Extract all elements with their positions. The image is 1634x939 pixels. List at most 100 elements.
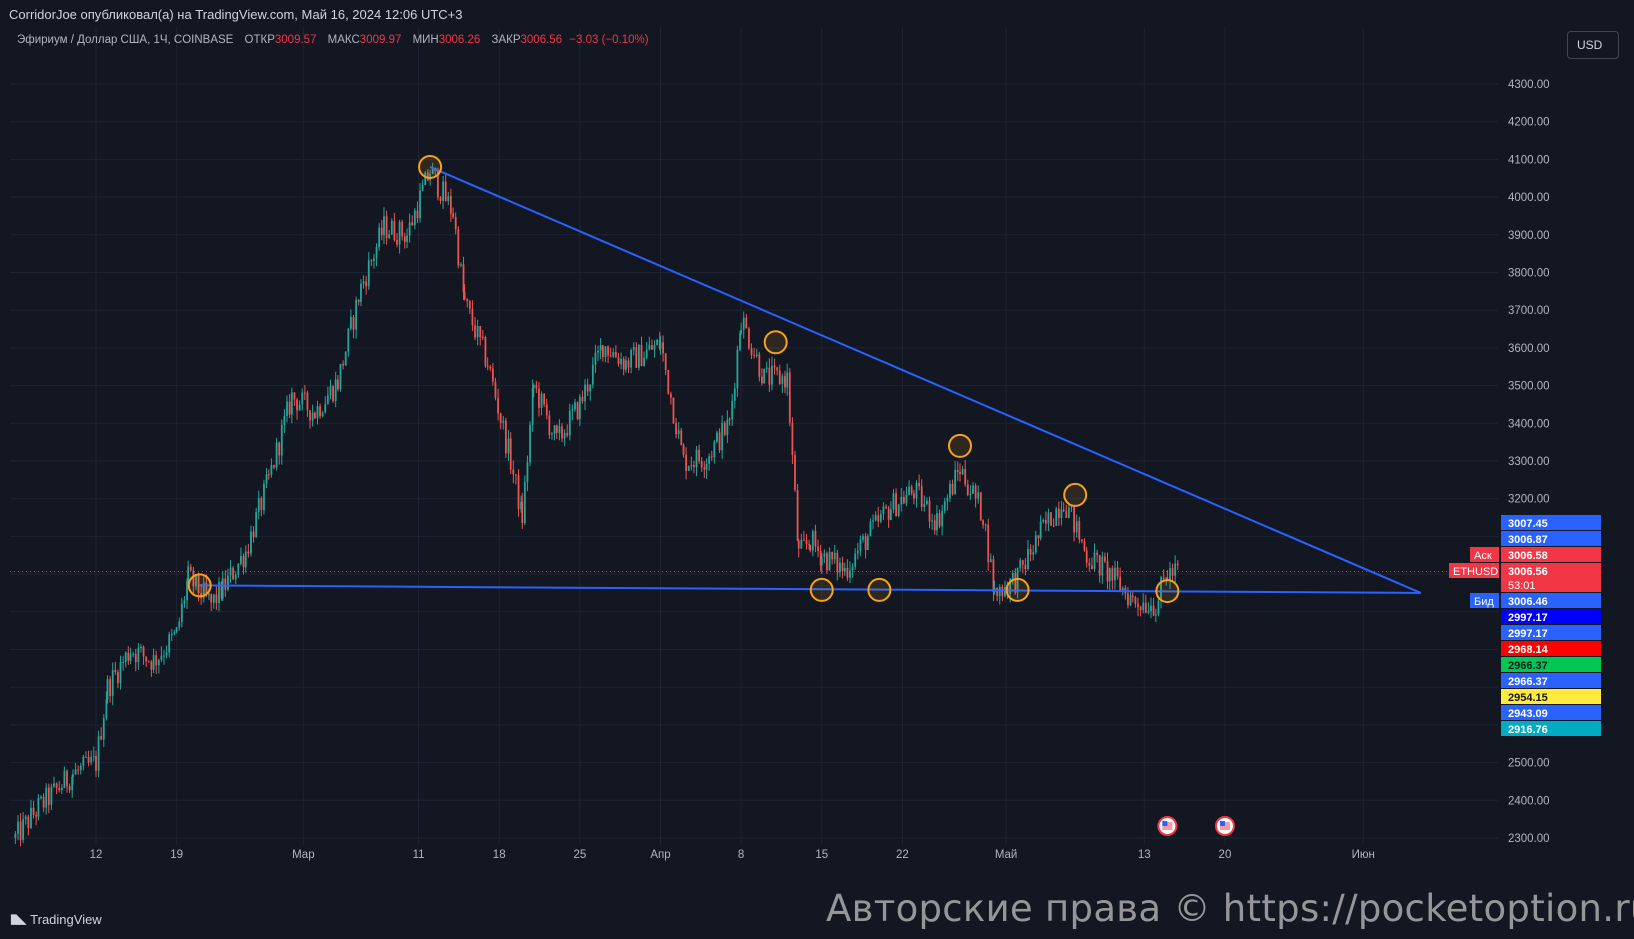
candle-body	[208, 594, 210, 596]
candle-body	[1088, 562, 1091, 566]
candle-body	[1021, 560, 1024, 565]
y-tick-label: 3200.00	[1508, 494, 1550, 506]
candle-body	[227, 575, 229, 590]
candle-body	[553, 425, 556, 434]
candle-body	[1004, 587, 1006, 597]
candle-body	[401, 221, 404, 237]
candle-body	[1176, 563, 1179, 566]
us-flag-icon[interactable]	[1157, 816, 1178, 836]
close-value: 3006.56	[520, 34, 563, 46]
time-axis[interactable]: 12 19 Мар 11 18 25 Апр 8 15 22 Май 13 20 Июн	[90, 849, 1375, 861]
candle-body	[1067, 507, 1070, 518]
candle-body	[160, 655, 163, 660]
price-badge-value: 2966.37	[1508, 676, 1548, 688]
candle-body	[923, 503, 926, 507]
candle-body	[753, 355, 756, 357]
candle-body	[1083, 541, 1086, 551]
candle-body	[55, 783, 58, 788]
candle-body	[786, 372, 789, 388]
candle-body	[776, 367, 779, 371]
change-value: −3.03 (−0.10%)	[569, 34, 649, 46]
candle-body	[90, 756, 93, 763]
candle-body	[864, 536, 867, 551]
candle-body	[951, 483, 954, 495]
candle-body	[1080, 539, 1083, 542]
price-badge-countdown: 53:01	[1508, 580, 1536, 592]
trendline-resistance[interactable]	[429, 166, 1422, 594]
candle-body	[974, 485, 977, 499]
candle-body	[705, 463, 708, 470]
candle-body	[1104, 556, 1106, 562]
price-badge-value: 3006.87	[1508, 534, 1548, 546]
candle-body	[50, 786, 53, 805]
candle-body	[37, 798, 40, 817]
price-badge-value: 2916.76	[1508, 724, 1548, 736]
candle-body	[370, 260, 373, 262]
candle-body	[523, 482, 526, 524]
candle-body	[250, 531, 252, 554]
candle-body	[877, 515, 880, 522]
candle-body	[85, 756, 87, 758]
tradingview-logo[interactable]: ▮◣ TradingView	[10, 911, 102, 927]
candle-body	[578, 396, 581, 420]
candle-body	[586, 384, 589, 392]
candle-body	[733, 388, 736, 401]
candle-body	[620, 359, 622, 365]
candle-body	[1114, 567, 1116, 581]
candle-body	[463, 292, 466, 300]
candle-body	[839, 562, 841, 573]
x-tick-label: 13	[1138, 849, 1151, 861]
candle-body	[520, 501, 523, 510]
events[interactable]	[1157, 816, 1235, 836]
candle-body	[87, 756, 90, 763]
candle-body	[224, 578, 227, 590]
candle-body	[468, 301, 471, 309]
candle-body	[1137, 603, 1139, 608]
us-flag-icon[interactable]	[1214, 816, 1235, 836]
candle-body	[406, 235, 408, 242]
candle-body	[183, 600, 186, 604]
candle-body	[265, 474, 268, 484]
price-axis[interactable]: 4300.00 4200.00 4100.00 4000.00 3900.00 3800.…	[1508, 79, 1550, 845]
candle-body	[60, 787, 63, 791]
candle-body	[954, 469, 957, 495]
candle-body	[442, 181, 444, 201]
candle-body	[659, 342, 662, 349]
candle-body	[1047, 512, 1050, 524]
candle-body	[961, 469, 964, 475]
candle-body	[24, 816, 27, 820]
price-badge-value: 2943.09	[1508, 708, 1548, 720]
candle-body	[30, 807, 32, 829]
candle-body	[72, 774, 74, 777]
candle-body	[926, 500, 928, 504]
candle-body	[800, 539, 803, 549]
candle-body	[849, 570, 851, 578]
candle-body	[1131, 595, 1134, 597]
trendlines[interactable]	[199, 166, 1422, 594]
candle-body	[1009, 578, 1012, 594]
high-value: 3009.97	[359, 34, 402, 46]
candle-body	[444, 181, 447, 201]
candle-body	[212, 594, 215, 603]
candle-body	[1019, 560, 1022, 568]
touch-marker	[809, 577, 834, 602]
candle-body	[695, 449, 698, 468]
candle-body	[648, 345, 651, 350]
price-badge-value: 3006.56	[1508, 566, 1548, 578]
candle-body	[936, 513, 938, 531]
candle-body	[215, 594, 218, 604]
touch-marker	[187, 573, 212, 598]
candle-body	[1027, 549, 1029, 570]
candle-body	[499, 413, 502, 423]
currency-selector[interactable]: USD	[1567, 31, 1619, 59]
candle-body	[1119, 576, 1122, 592]
candle-body	[306, 392, 309, 411]
candle-body	[755, 354, 758, 356]
candle-body	[778, 370, 781, 385]
candle-body	[102, 718, 105, 740]
candle-body	[106, 679, 109, 700]
candle-body	[210, 594, 213, 603]
price-badge-tag	[1470, 547, 1499, 562]
candle-body	[324, 404, 327, 413]
